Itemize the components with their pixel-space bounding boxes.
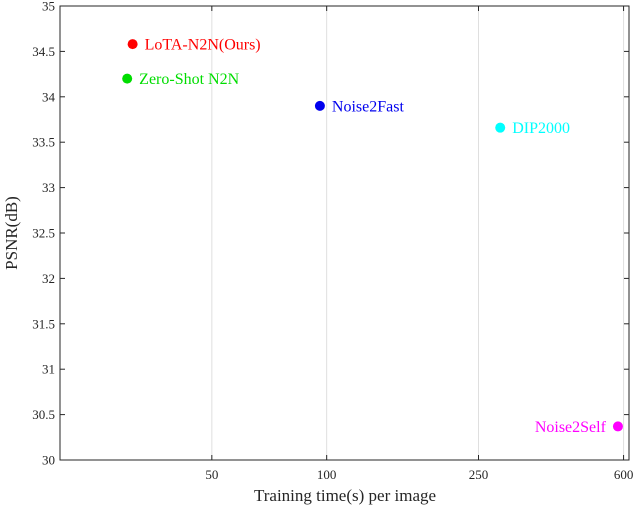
data-point-label: LoTA-N2N(Ours) [145, 37, 261, 54]
x-tick-label: 250 [469, 467, 489, 482]
x-tick-label: 50 [205, 467, 218, 482]
x-tick-label: 100 [317, 467, 337, 482]
data-point-label: Zero-Shot N2N [139, 71, 239, 88]
y-tick-label: 30 [42, 453, 55, 468]
data-point-label: DIP2000 [512, 120, 570, 137]
data-point-label: Noise2Self [535, 419, 607, 436]
grid-lines [211, 6, 625, 460]
y-tick-label: 34.5 [32, 44, 55, 59]
data-point-label: Noise2Fast [332, 98, 405, 115]
y-tick-label: 31.5 [32, 316, 55, 331]
data-point [314, 100, 325, 111]
y-tick-label: 31 [42, 362, 55, 377]
y-axis-title: PSNR(dB) [2, 196, 21, 270]
data-point [612, 421, 623, 432]
y-tick-label: 30.5 [32, 407, 55, 422]
y-tick-label: 34 [42, 89, 56, 104]
x-tick-label: 600 [614, 467, 634, 482]
y-tick-label: 33 [42, 180, 55, 195]
y-tick-label: 33.5 [32, 135, 55, 150]
y-tick-label: 32 [42, 271, 55, 286]
data-points: LoTA-N2N(Ours) Zero-Shot N2N Noise2Fast DIP… [122, 37, 623, 436]
y-tick-label: 32.5 [32, 226, 55, 241]
data-point [495, 122, 506, 133]
x-axis-title: Training time(s) per image [254, 486, 436, 505]
data-point [127, 39, 138, 50]
data-point [122, 73, 133, 84]
y-tick-label: 35 [42, 0, 55, 14]
axis-ticks: 50 100 250 600 30 30.5 31 31.5 32 32.5 33 33.5 34 34.… [32, 0, 633, 482]
